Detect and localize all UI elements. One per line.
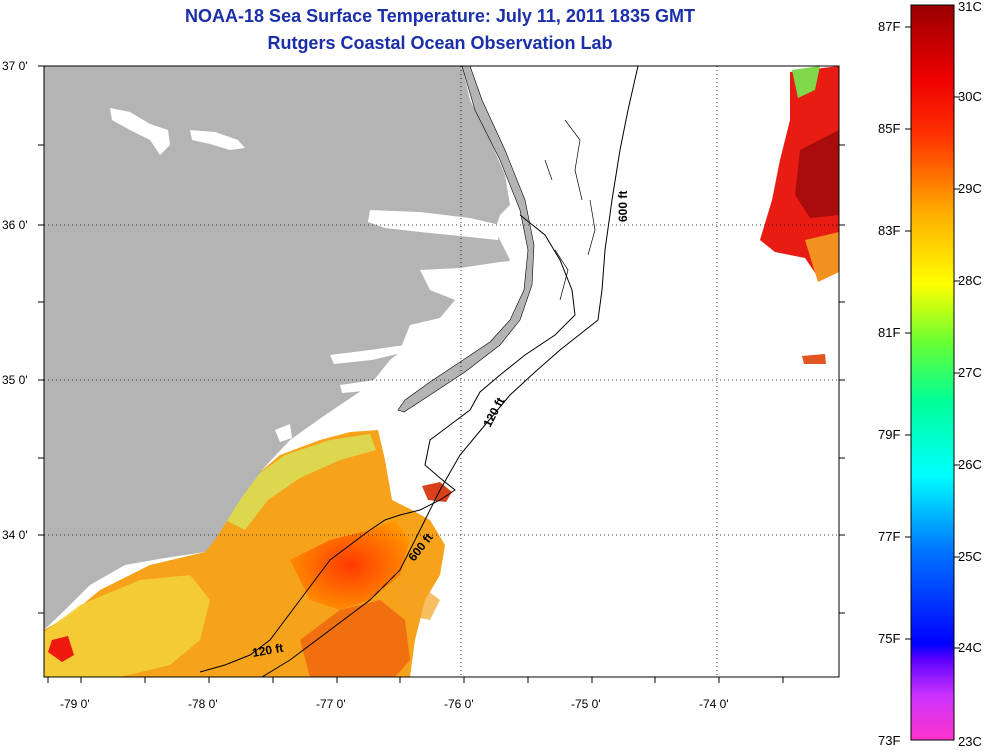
sst-gulfstream-edge	[792, 66, 820, 98]
lat-label-34: 34 0'	[2, 528, 28, 542]
colorbar-ticks	[905, 26, 960, 649]
cb-c-31: 31C	[958, 0, 982, 14]
outer-banks	[397, 66, 535, 413]
lon-label-77: -77 0'	[316, 697, 346, 711]
lon-label-79: -79 0'	[60, 697, 90, 711]
sst-gulfstream-fringe	[805, 232, 839, 282]
map-title: NOAA-18 Sea Surface Temperature: July 11…	[185, 6, 695, 26]
axis-ticks	[38, 65, 845, 683]
map-border	[43, 65, 840, 678]
lon-label-76: -76 0'	[444, 697, 474, 711]
lat-label-35: 35 0'	[2, 373, 28, 387]
cb-f-83: 83F	[878, 223, 900, 238]
colorbar	[910, 4, 955, 741]
albemarle-sound	[368, 210, 500, 240]
contour-label-600ft-north: 600 ft	[616, 191, 630, 222]
cb-f-77: 77F	[878, 529, 900, 544]
cb-c-25: 25C	[958, 549, 982, 564]
sst-warm-core	[290, 520, 410, 610]
cb-c-24: 24C	[958, 640, 982, 655]
lat-label-36: 36 0'	[2, 218, 28, 232]
cb-f-87: 87F	[878, 19, 900, 34]
contour-600ft	[261, 66, 639, 677]
cb-c-27: 27C	[958, 365, 982, 380]
sst-gulfstream-core	[795, 130, 839, 218]
pamlico-sound	[400, 260, 520, 355]
cb-f-85: 85F	[878, 121, 900, 136]
map-gridlines	[44, 66, 839, 677]
pamlico-river	[330, 345, 405, 364]
lon-label-75: -75 0'	[571, 697, 601, 711]
cb-c-30: 30C	[958, 89, 982, 104]
sst-yellow-patch	[44, 575, 210, 677]
sst-scattered-offshore	[395, 580, 440, 620]
lon-label-74: -74 0'	[699, 697, 729, 711]
cb-c-29: 29C	[958, 181, 982, 196]
cb-f-75: 75F	[878, 631, 900, 646]
neuse-river	[340, 375, 400, 393]
map-subtitle: Rutgers Coastal Ocean Observation Lab	[267, 33, 613, 53]
lat-label-37: 37 0'	[2, 59, 28, 73]
cb-c-26: 26C	[958, 457, 982, 472]
lon-label-78: -78 0'	[188, 697, 218, 711]
lake-2-icon	[190, 130, 245, 150]
contour-label-120ft-south: 120 ft	[251, 641, 284, 660]
sst-coastal-band	[225, 434, 376, 530]
cb-c-28: 28C	[958, 273, 982, 288]
cb-c-23: 23C	[958, 734, 982, 749]
contour-120ft	[199, 214, 576, 673]
land-mass	[44, 66, 510, 630]
sst-small-patch	[802, 354, 826, 364]
shoal-contours	[544, 119, 596, 301]
sst-cape-red	[48, 636, 74, 662]
cb-f-79: 79F	[878, 427, 900, 442]
cb-f-73: 73F	[878, 733, 900, 748]
sst-southern-warm	[300, 600, 410, 677]
lake-icon	[110, 108, 170, 155]
cb-f-81: 81F	[878, 325, 900, 340]
coastal-inlet	[275, 424, 292, 442]
